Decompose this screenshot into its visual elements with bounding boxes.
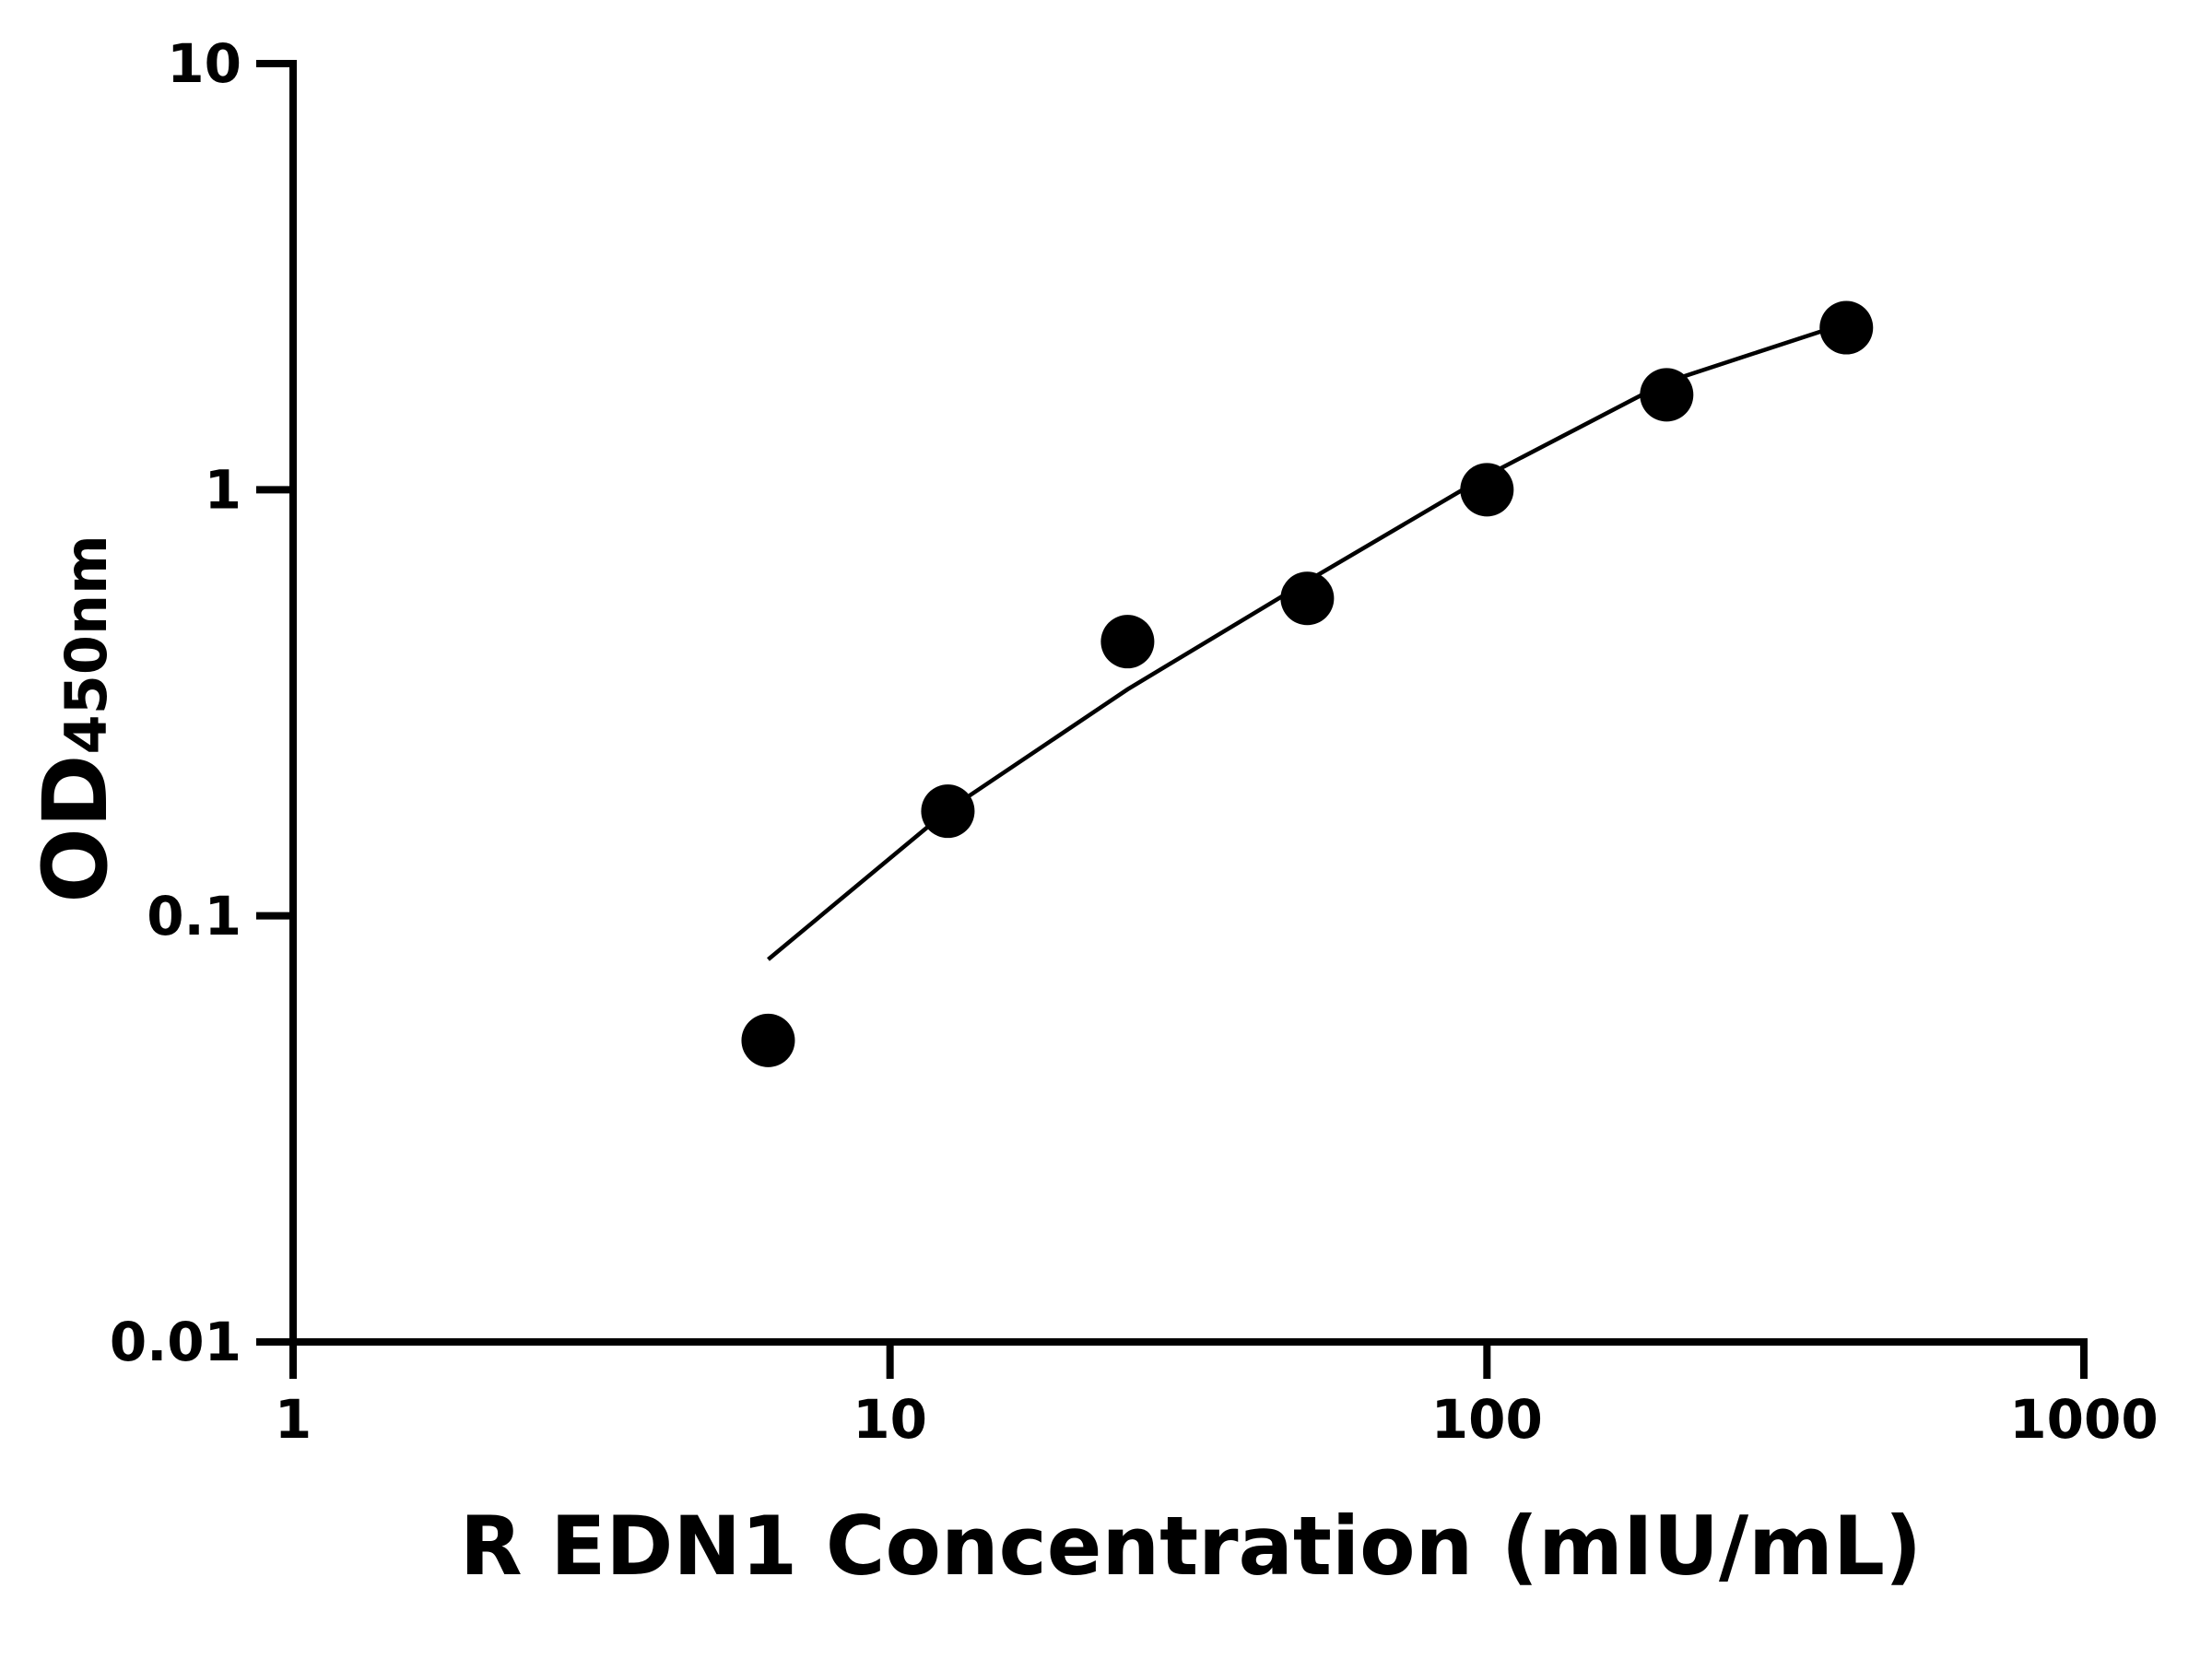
x-tick-label: 1000 [2009, 1388, 2158, 1451]
data-point [1819, 300, 1874, 355]
x-tick-label: 1 [275, 1388, 312, 1451]
data-point [921, 784, 975, 839]
data-point [1100, 615, 1155, 669]
data-point [1460, 463, 1514, 517]
x-tick-label: 10 [853, 1388, 927, 1451]
y-axis-label-main: OD [24, 754, 127, 902]
y-tick-label: 1 [205, 458, 241, 521]
x-axis-label: R EDN1 Concentration (mIU/mL) [460, 1499, 1922, 1594]
y-tick-label: 10 [167, 32, 241, 95]
y-axis-label: OD450nm [24, 535, 127, 902]
fit-curve [767, 321, 1847, 961]
data-point [741, 1013, 795, 1067]
x-tick-label: 100 [1431, 1388, 1543, 1451]
y-tick-label: 0.1 [147, 885, 241, 947]
y-axis-label-subscript: 450nm [53, 535, 120, 754]
data-point [1640, 368, 1694, 422]
y-tick-label: 0.01 [110, 1311, 241, 1373]
data-point [1280, 571, 1335, 626]
